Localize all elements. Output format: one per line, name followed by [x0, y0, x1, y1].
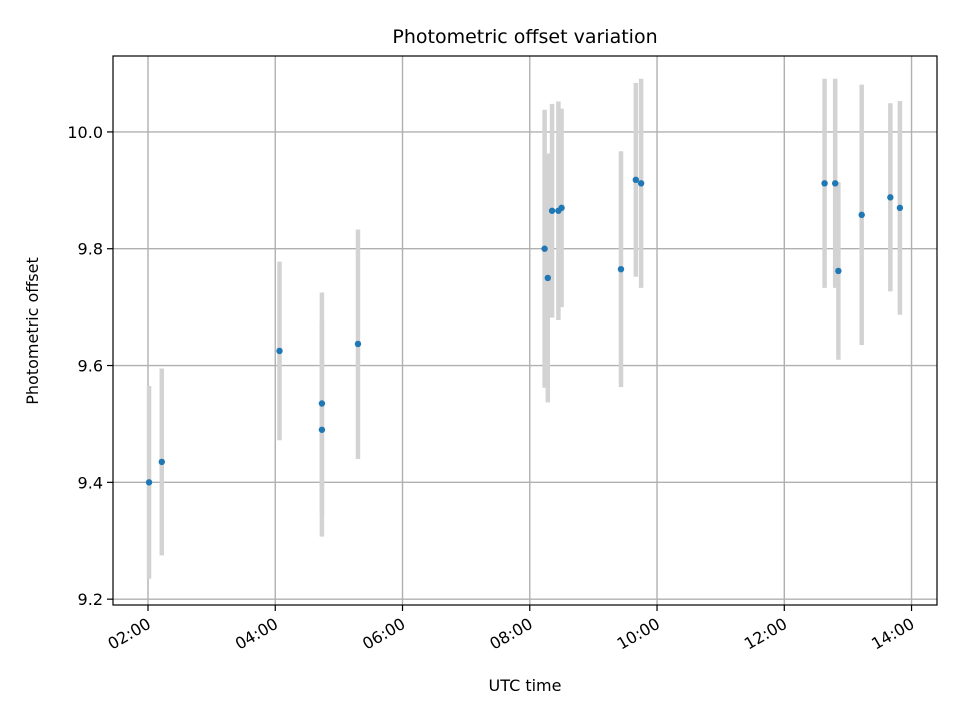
data-point — [637, 180, 645, 187]
y-tick-label: 10.0 — [67, 123, 103, 142]
data-point — [896, 204, 904, 212]
data-point — [831, 180, 839, 187]
error-bars — [146, 78, 903, 579]
y-tick-label: 9.6 — [78, 357, 103, 376]
data-point — [858, 211, 865, 219]
data-point — [158, 458, 165, 466]
x-tick-label: 02:00 — [105, 614, 154, 654]
data-point — [318, 400, 326, 407]
x-tick-label: 08:00 — [486, 614, 535, 654]
x-tick-label: 10:00 — [614, 614, 663, 654]
data-point — [544, 274, 552, 282]
y-tick-label: 9.8 — [78, 240, 103, 259]
data-point — [835, 267, 842, 275]
plot-frame — [112, 55, 938, 606]
x-axis-label: UTC time — [489, 676, 562, 695]
grid-lines — [113, 56, 937, 605]
data-point — [558, 204, 565, 212]
data-point — [548, 207, 556, 214]
x-tick-label: 04:00 — [232, 614, 281, 654]
chart-title: Photometric offset variation — [392, 26, 657, 48]
x-tick-label: 06:00 — [359, 614, 408, 654]
x-axis-ticks: 02:00 04:00 06:00 08:00 10:00 12:00 14:00 — [105, 605, 918, 654]
data-point — [887, 194, 894, 201]
data-points — [145, 176, 904, 486]
data-point — [354, 340, 362, 348]
data-point — [632, 176, 640, 184]
data-point — [318, 426, 326, 433]
y-tick-label: 9.4 — [78, 473, 103, 492]
data-point — [145, 479, 153, 486]
x-tick-label: 14:00 — [868, 614, 917, 654]
y-tick-label: 9.2 — [78, 590, 103, 609]
x-tick-label: 12:00 — [741, 614, 790, 654]
data-point — [541, 245, 548, 252]
y-axis-ticks: 9.2 9.4 9.6 9.8 10.0 — [67, 123, 113, 609]
data-point — [821, 180, 828, 187]
y-axis-label: Photometric offset — [23, 257, 42, 405]
data-point — [617, 265, 625, 273]
data-point — [276, 347, 283, 355]
